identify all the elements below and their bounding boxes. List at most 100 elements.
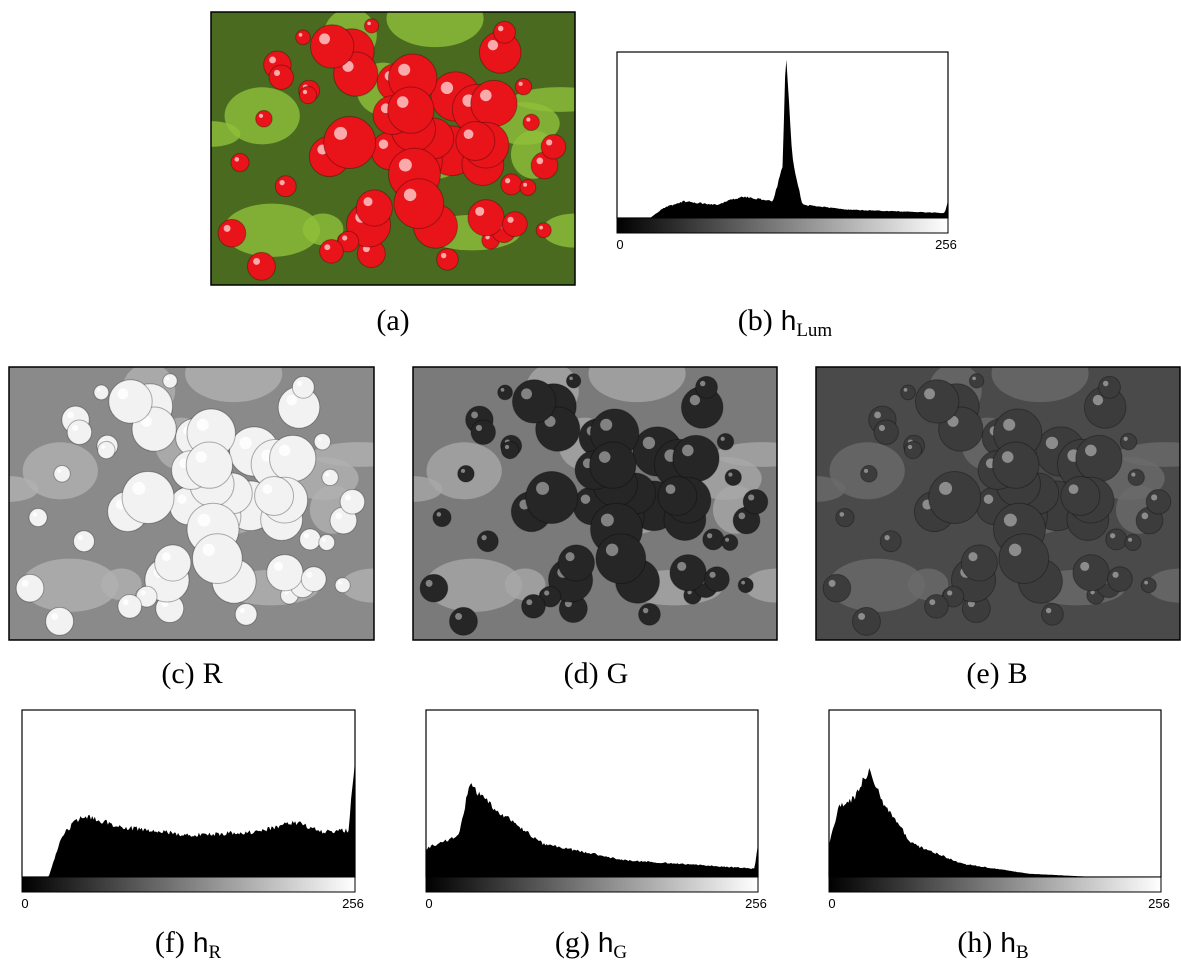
berry — [879, 530, 902, 553]
berry-highlight — [335, 512, 343, 520]
axis-start: 0 — [21, 896, 28, 911]
leaf — [991, 367, 1089, 403]
berry — [449, 606, 478, 636]
berry-highlight — [1128, 537, 1133, 542]
berry-highlight — [907, 444, 913, 450]
berry-highlight — [161, 552, 171, 562]
berry — [928, 470, 982, 524]
histogram — [829, 768, 1161, 877]
caption-symbol: h — [193, 927, 209, 958]
caption-channel: R — [203, 657, 223, 690]
berry-highlight — [165, 376, 170, 381]
axis-start: 0 — [616, 237, 623, 252]
berry — [724, 468, 742, 487]
berry — [154, 544, 192, 582]
photo-content — [413, 367, 777, 640]
berry — [716, 433, 735, 451]
berry — [565, 373, 582, 389]
berry — [511, 379, 557, 424]
berry-highlight — [709, 571, 716, 578]
berry — [657, 476, 698, 516]
berry-highlight — [298, 33, 303, 37]
berry — [255, 110, 273, 128]
berry-highlight — [536, 157, 544, 165]
leaf — [541, 213, 575, 248]
berry-highlight — [296, 380, 303, 387]
berry-highlight — [741, 580, 745, 585]
caption-label: (h) — [957, 926, 992, 959]
berry-highlight — [72, 424, 79, 432]
berry-highlight — [874, 411, 882, 419]
berry — [1098, 375, 1121, 399]
berry-highlight — [504, 444, 510, 450]
berry-highlight — [403, 188, 417, 202]
caption-channel: B — [1008, 657, 1028, 690]
berry — [695, 375, 718, 399]
berry — [835, 507, 855, 528]
leaf — [1118, 442, 1180, 467]
berry-highlight — [223, 224, 231, 232]
berry — [519, 179, 537, 196]
berry-highlight — [481, 534, 487, 541]
berry — [266, 554, 304, 592]
histogram — [617, 59, 948, 218]
berry — [476, 530, 499, 553]
berry-highlight — [878, 424, 886, 432]
berry-highlight — [258, 113, 264, 118]
berry — [269, 434, 317, 483]
berry — [108, 379, 153, 424]
berry — [672, 434, 720, 483]
berry — [525, 470, 579, 524]
berry — [1119, 433, 1138, 451]
berry-highlight — [303, 533, 310, 539]
photo-frame — [8, 366, 375, 641]
berry-highlight — [253, 257, 261, 265]
leaf — [828, 558, 926, 612]
berry-highlight — [117, 388, 129, 400]
berry-highlight — [338, 580, 342, 585]
berry-highlight — [939, 481, 953, 495]
berry-highlight — [378, 139, 389, 149]
berry-highlight — [968, 552, 978, 562]
gray-ramp — [616, 217, 949, 234]
berry — [355, 189, 393, 227]
berry-highlight — [518, 81, 523, 86]
berry — [595, 533, 647, 584]
berry-highlight — [689, 394, 701, 406]
berry — [363, 18, 380, 34]
berry-highlight — [398, 63, 411, 76]
berry-highlight — [687, 589, 692, 595]
berry-highlight — [1151, 494, 1158, 501]
berry-highlight — [1085, 444, 1097, 457]
caption-subscript: R — [208, 942, 221, 962]
berry-highlight — [363, 197, 373, 207]
berry — [852, 606, 881, 636]
caption-subscript: Lum — [796, 320, 832, 341]
axis-end: 256 — [935, 237, 957, 252]
berry — [900, 384, 916, 401]
berry-highlight — [284, 589, 289, 595]
berry — [903, 440, 923, 460]
berry-highlight — [903, 388, 908, 392]
berry-highlight — [475, 206, 485, 216]
berry-highlight — [1092, 394, 1104, 406]
berry-highlight — [278, 444, 291, 457]
berry — [522, 113, 540, 132]
berry-highlight — [497, 25, 504, 32]
berry-highlight — [317, 436, 322, 441]
berry — [1075, 434, 1123, 483]
caption: (d) G — [564, 657, 629, 690]
berry — [873, 419, 899, 445]
berry — [291, 375, 315, 399]
berry — [73, 530, 95, 553]
berry-highlight — [398, 158, 412, 172]
berry — [309, 24, 355, 69]
caption-label: (a) — [376, 304, 409, 337]
caption-label: (d) — [564, 657, 599, 690]
caption-symbol: h — [781, 305, 797, 336]
leaf — [386, 12, 484, 48]
berry-highlight — [345, 494, 352, 501]
leaf — [588, 367, 686, 403]
berry-highlight — [1110, 533, 1116, 539]
berry-highlight — [334, 126, 348, 140]
